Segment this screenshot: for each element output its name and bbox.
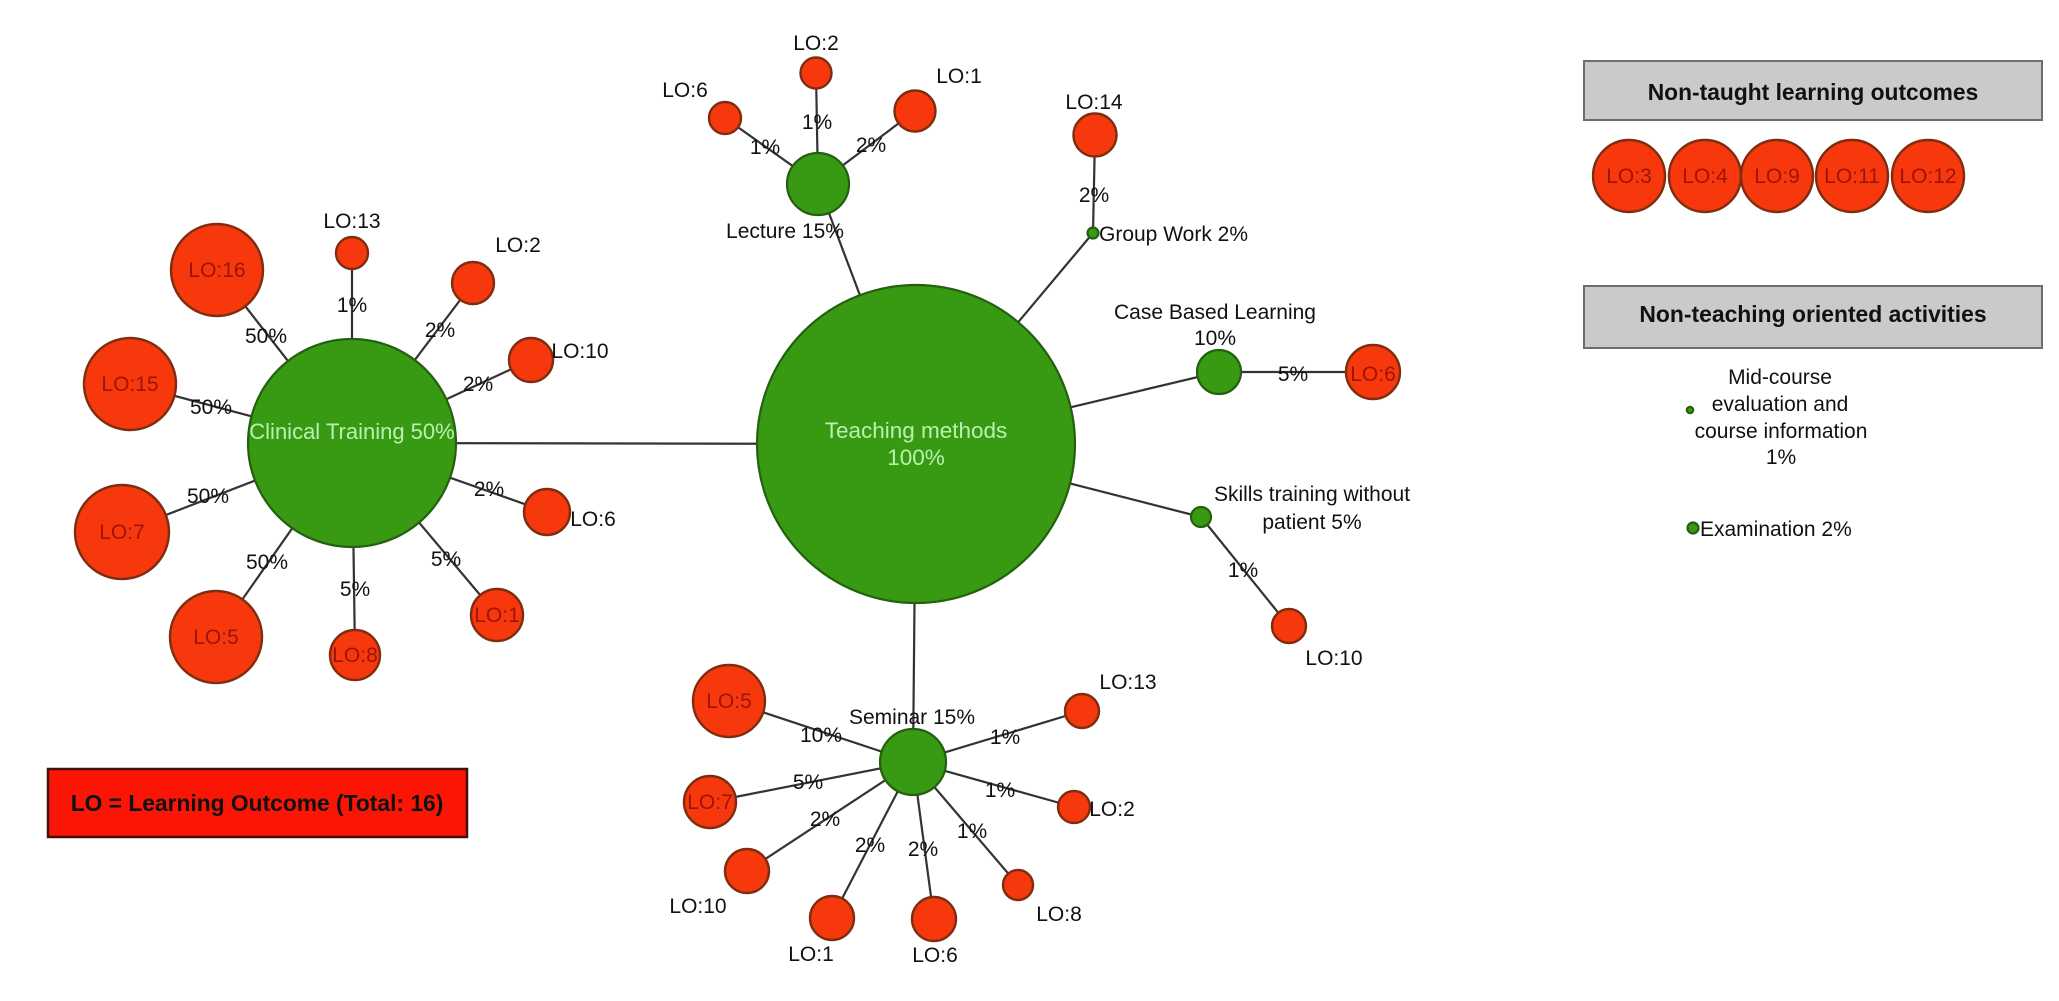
svg-text:10%: 10% [1194, 327, 1236, 350]
svg-text:100%: 100% [887, 445, 945, 470]
svg-text:1%: 1% [750, 136, 780, 159]
svg-text:LO:1: LO:1 [474, 604, 520, 627]
svg-text:2%: 2% [908, 838, 938, 861]
svg-text:evaluation and: evaluation and [1712, 393, 1849, 416]
svg-text:LO:7: LO:7 [99, 521, 145, 544]
svg-text:5%: 5% [1278, 363, 1308, 386]
svg-text:LO:6: LO:6 [662, 79, 708, 102]
svg-text:10%: 10% [800, 724, 842, 747]
svg-text:Seminar 15%: Seminar 15% [849, 706, 975, 729]
svg-text:2%: 2% [425, 319, 455, 342]
svg-text:LO:15: LO:15 [101, 373, 158, 396]
svg-text:5%: 5% [793, 771, 823, 794]
svg-text:50%: 50% [245, 325, 287, 348]
svg-text:LO:12: LO:12 [1899, 165, 1956, 188]
svg-text:Skills training without: Skills training without [1214, 483, 1410, 506]
svg-text:1%: 1% [802, 111, 832, 134]
svg-text:Lecture 15%: Lecture 15% [726, 220, 844, 243]
svg-text:LO:14: LO:14 [1065, 91, 1123, 114]
svg-text:LO:5: LO:5 [193, 626, 239, 649]
svg-text:1%: 1% [337, 294, 367, 317]
svg-text:LO:8: LO:8 [1036, 903, 1082, 926]
svg-text:course information: course information [1695, 420, 1868, 443]
svg-text:LO:4: LO:4 [1682, 165, 1728, 188]
svg-text:2%: 2% [810, 808, 840, 831]
svg-text:LO:16: LO:16 [188, 259, 245, 282]
svg-text:LO:10: LO:10 [1305, 647, 1362, 670]
svg-text:LO:8: LO:8 [332, 644, 378, 667]
svg-text:LO:10: LO:10 [669, 895, 726, 918]
svg-text:LO:6: LO:6 [1350, 363, 1396, 386]
svg-text:LO:13: LO:13 [1099, 671, 1156, 694]
svg-text:Teaching methods: Teaching methods [825, 418, 1008, 443]
svg-text:LO:7: LO:7 [687, 791, 733, 814]
svg-text:LO:13: LO:13 [323, 210, 380, 233]
svg-text:1%: 1% [990, 726, 1020, 749]
svg-text:LO:2: LO:2 [1089, 798, 1135, 821]
svg-text:Case Based Learning: Case Based Learning [1114, 301, 1316, 324]
svg-text:1%: 1% [1228, 559, 1258, 582]
svg-text:LO:6: LO:6 [570, 508, 616, 531]
svg-text:LO:2: LO:2 [793, 32, 839, 55]
svg-text:50%: 50% [246, 551, 288, 574]
svg-text:LO:6: LO:6 [912, 944, 958, 967]
svg-text:50%: 50% [190, 396, 232, 419]
svg-text:Examination 2%: Examination 2% [1700, 518, 1852, 541]
svg-text:LO:9: LO:9 [1754, 165, 1800, 188]
svg-text:Group Work 2%: Group Work 2% [1099, 223, 1248, 246]
svg-text:LO:3: LO:3 [1606, 165, 1652, 188]
svg-text:1%: 1% [1766, 446, 1796, 469]
svg-text:LO:10: LO:10 [551, 340, 608, 363]
svg-text:Mid-course: Mid-course [1728, 366, 1832, 389]
svg-text:LO:5: LO:5 [706, 690, 752, 713]
svg-text:Non-taught learning outcomes: Non-taught learning outcomes [1648, 79, 1979, 105]
svg-text:Clinical Training 50%: Clinical Training 50% [249, 419, 454, 444]
svg-text:2%: 2% [463, 373, 493, 396]
svg-text:patient 5%: patient 5% [1262, 511, 1361, 534]
svg-text:1%: 1% [957, 820, 987, 843]
svg-text:LO:1: LO:1 [936, 65, 982, 88]
svg-text:LO:11: LO:11 [1824, 165, 1880, 188]
svg-text:5%: 5% [431, 548, 461, 571]
svg-text:Non-teaching oriented activiti: Non-teaching oriented activities [1639, 301, 1986, 327]
svg-text:50%: 50% [187, 485, 229, 508]
svg-text:5%: 5% [340, 578, 370, 601]
svg-text:LO:1: LO:1 [788, 943, 834, 966]
svg-text:2%: 2% [1079, 184, 1109, 207]
svg-text:1%: 1% [985, 779, 1015, 802]
svg-text:LO = Learning Outcome (Total:: LO = Learning Outcome (Total: 16) [71, 790, 444, 816]
svg-text:LO:2: LO:2 [495, 234, 541, 257]
svg-text:2%: 2% [474, 478, 504, 501]
svg-text:2%: 2% [855, 834, 885, 857]
svg-text:2%: 2% [856, 134, 886, 157]
